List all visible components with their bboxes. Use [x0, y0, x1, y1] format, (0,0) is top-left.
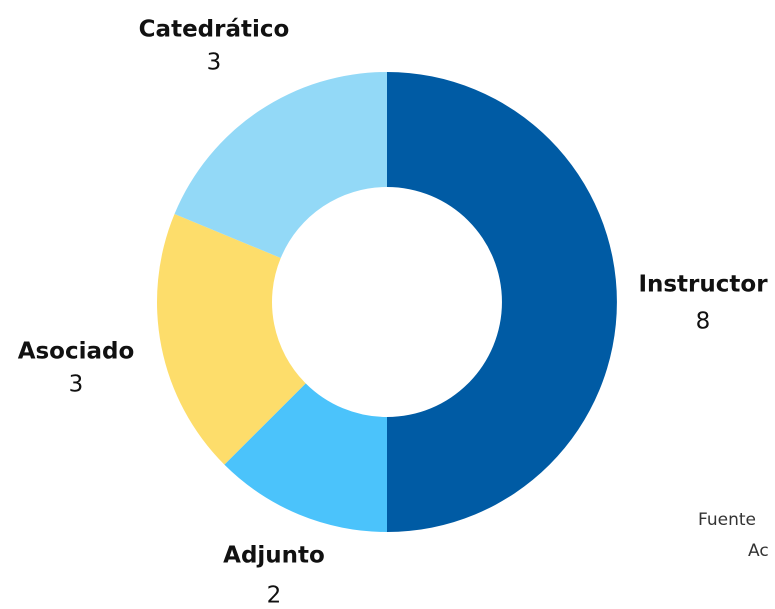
donut-slice [224, 383, 387, 532]
slice-value: 8 [696, 309, 711, 335]
slice-label: Instructor [638, 272, 768, 298]
source-note: Ac [748, 541, 769, 561]
donut-slice [387, 72, 617, 532]
donut-slice [174, 72, 387, 258]
donut-slice [156, 213, 306, 465]
slice-value: 2 [267, 583, 282, 609]
slice-label: Adjunto [223, 543, 325, 569]
slice-value: 3 [69, 372, 84, 398]
source-note: Fuente [698, 510, 756, 530]
slice-value: 3 [207, 50, 222, 76]
slice-label: Asociado [18, 339, 135, 365]
slice-label: Catedrático [139, 17, 290, 43]
